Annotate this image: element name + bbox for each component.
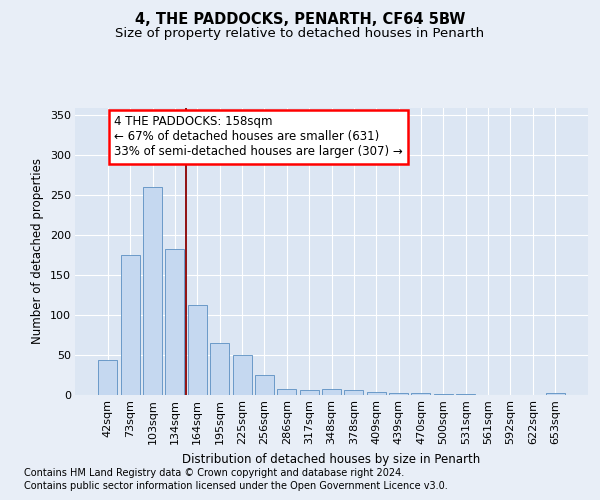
Bar bbox=[210, 343, 229, 395]
Bar bbox=[322, 388, 341, 395]
Bar bbox=[166, 249, 184, 395]
X-axis label: Distribution of detached houses by size in Penarth: Distribution of detached houses by size … bbox=[182, 452, 481, 466]
Y-axis label: Number of detached properties: Number of detached properties bbox=[31, 158, 44, 344]
Bar bbox=[456, 394, 475, 395]
Bar bbox=[434, 394, 453, 395]
Text: 4 THE PADDOCKS: 158sqm
← 67% of detached houses are smaller (631)
33% of semi-de: 4 THE PADDOCKS: 158sqm ← 67% of detached… bbox=[114, 116, 403, 158]
Text: Contains public sector information licensed under the Open Government Licence v3: Contains public sector information licen… bbox=[24, 481, 448, 491]
Bar bbox=[389, 392, 408, 395]
Text: Size of property relative to detached houses in Penarth: Size of property relative to detached ho… bbox=[115, 28, 485, 40]
Bar bbox=[367, 392, 386, 395]
Bar bbox=[545, 394, 565, 395]
Bar bbox=[143, 188, 162, 395]
Text: Contains HM Land Registry data © Crown copyright and database right 2024.: Contains HM Land Registry data © Crown c… bbox=[24, 468, 404, 477]
Bar bbox=[255, 375, 274, 395]
Bar bbox=[121, 255, 140, 395]
Text: 4, THE PADDOCKS, PENARTH, CF64 5BW: 4, THE PADDOCKS, PENARTH, CF64 5BW bbox=[135, 12, 465, 28]
Bar bbox=[299, 390, 319, 395]
Bar bbox=[233, 355, 251, 395]
Bar bbox=[344, 390, 364, 395]
Bar bbox=[277, 388, 296, 395]
Bar bbox=[412, 394, 430, 395]
Bar bbox=[98, 360, 118, 395]
Bar bbox=[188, 305, 207, 395]
